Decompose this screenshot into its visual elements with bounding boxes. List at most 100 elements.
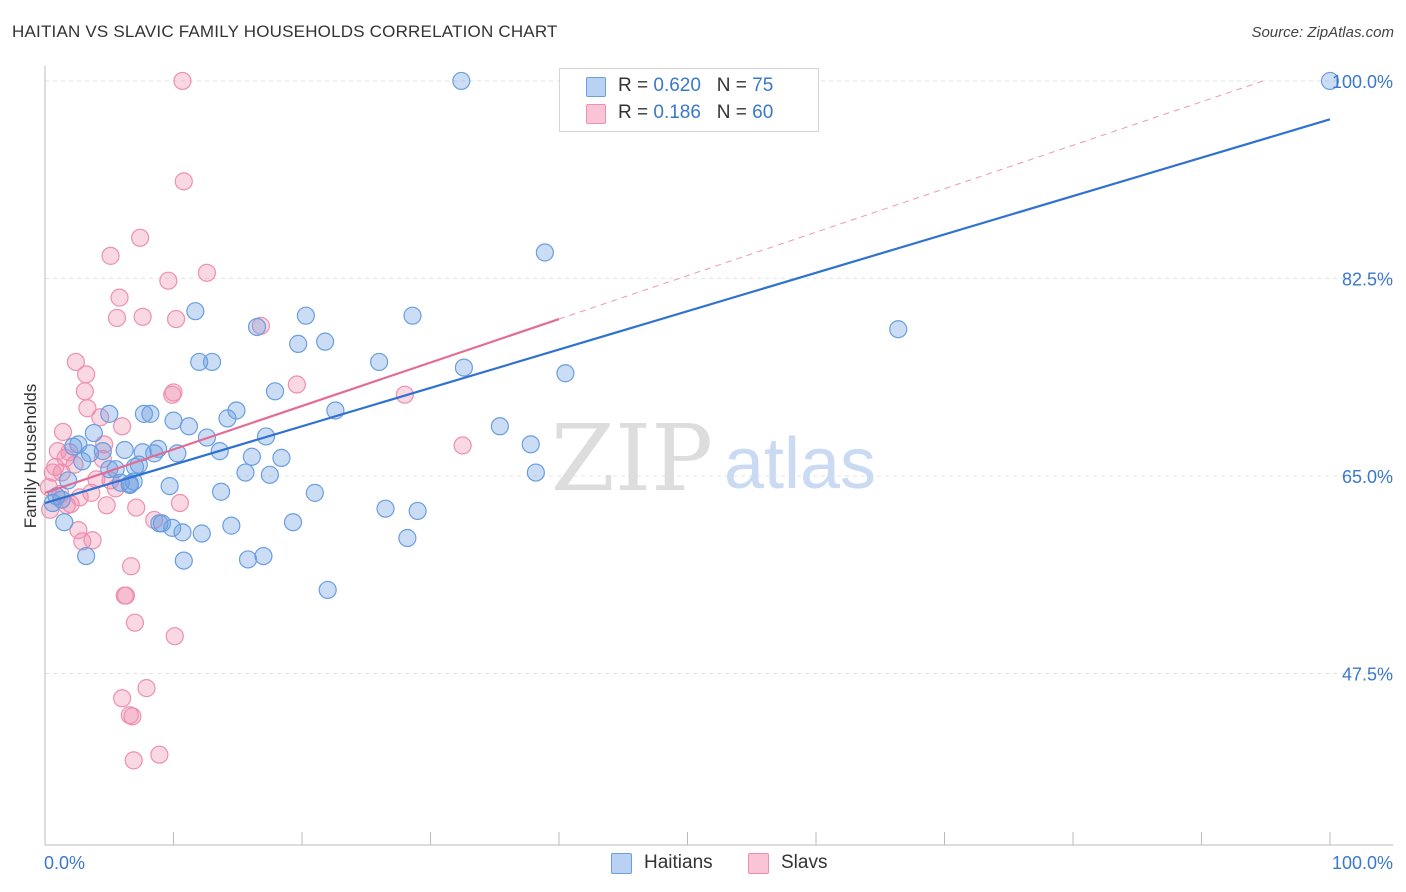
haitians-point-57	[296, 306, 315, 325]
slavs-point-37	[123, 707, 142, 726]
slavs-point-31	[112, 417, 132, 436]
haitians-point-10	[84, 423, 103, 443]
haitians-point-8	[77, 546, 96, 566]
haitians-point-30	[163, 518, 182, 537]
y-tick-label-0: 100.0%	[1332, 72, 1393, 92]
slavs-point-18	[78, 399, 97, 418]
bottom-legend-haitians-label: Haitians	[644, 852, 713, 873]
slavs-point-58	[453, 436, 472, 455]
slavs-point-16	[75, 382, 94, 401]
haitians-point-60	[318, 580, 337, 600]
slavs-point-6	[53, 422, 73, 442]
slavs-point-49	[165, 627, 184, 646]
haitians-point-68	[454, 358, 474, 377]
slavs-point-39	[125, 613, 145, 632]
series-haitians-points	[43, 71, 1340, 600]
haitians-point-46	[236, 463, 255, 482]
slavs-swatch-icon	[586, 104, 606, 124]
haitians-point-50	[254, 546, 273, 566]
bottom-legend-slavs-label: Slavs	[781, 852, 828, 873]
slavs-point-52	[173, 71, 192, 91]
haitians-point-65	[403, 306, 422, 325]
haitians-point-38	[192, 524, 211, 543]
haitians-point-11	[93, 442, 112, 461]
x-tick-label-1: 100.0%	[1332, 853, 1393, 873]
haitians-point-55	[283, 513, 303, 532]
stats-legend: R = 0.620 N = 75 R = 0.186 N = 60	[559, 68, 819, 132]
slavs-point-40	[127, 498, 146, 517]
x-tick-label-0: 0.0%	[44, 853, 85, 873]
y-tick-label-3: 47.5%	[1342, 664, 1393, 684]
haitians-point-58	[305, 483, 324, 502]
haitians-point-36	[186, 302, 205, 321]
slavs-point-56	[287, 375, 306, 394]
haitians-point-47	[238, 550, 258, 569]
y-tick-label-2: 65.0%	[1342, 467, 1393, 487]
series-slavs-points	[39, 71, 472, 770]
slavs-point-20	[83, 531, 102, 550]
haitians-point-73	[556, 364, 575, 383]
haitians-point-48	[242, 447, 261, 466]
haitians-point-16	[115, 440, 134, 460]
haitians-point-56	[289, 334, 308, 353]
haitians-point-45	[227, 401, 246, 420]
slavs-n-value: 60	[752, 102, 774, 123]
haitians-point-52	[260, 465, 279, 484]
slavs-n-label: N =	[716, 102, 753, 123]
haitians-point-69	[490, 417, 509, 436]
haitians-point-59	[316, 332, 335, 351]
haitians-point-66	[408, 501, 427, 521]
slavs-r-label: R =	[618, 102, 654, 123]
haitians-point-24	[141, 404, 160, 423]
slavs-point-41	[130, 228, 150, 247]
haitians-point-70	[521, 435, 540, 454]
watermark: ZIP atlas	[551, 405, 876, 512]
haitians-point-34	[174, 551, 193, 570]
slavs-point-27	[101, 246, 120, 265]
haitians-point-75	[1320, 71, 1340, 91]
trend-lines	[44, 79, 1331, 505]
slavs-point-34	[116, 586, 136, 605]
slavs-point-46	[159, 271, 178, 290]
slavs-point-48	[164, 383, 183, 402]
haitians-point-74	[889, 320, 908, 339]
slavs-point-53	[174, 172, 193, 191]
haitians-point-13	[100, 404, 119, 423]
haitians-point-72	[535, 243, 554, 262]
haitians-point-35	[179, 417, 199, 436]
slavs-point-38	[124, 751, 143, 770]
slavs-trend-line	[44, 318, 560, 494]
haitians-point-37	[190, 352, 209, 372]
axes	[44, 66, 1393, 846]
haitians-point-71	[526, 463, 545, 482]
watermark-zip: ZIP	[551, 405, 713, 512]
slavs-point-42	[133, 307, 152, 326]
slavs-point-17	[77, 365, 96, 384]
haitians-point-44	[222, 516, 241, 535]
slavs-point-30	[110, 288, 129, 307]
haitians-point-67	[452, 71, 471, 91]
slavs-point-51	[170, 493, 190, 513]
slavs-point-54	[197, 263, 217, 282]
haitians-r-label: R =	[618, 75, 654, 96]
slavs-trend-extension	[558, 79, 1266, 320]
haitians-point-28	[152, 514, 172, 533]
gridlines	[45, 80, 1393, 674]
haitians-point-49	[247, 317, 267, 337]
slavs-point-29	[107, 308, 127, 328]
haitians-r-value: 0.620	[653, 75, 701, 96]
haitians-point-63	[376, 499, 395, 518]
slavs-point-25	[97, 496, 116, 515]
slavs-point-45	[150, 745, 169, 764]
haitians-point-40	[202, 352, 222, 372]
haitians-point-53	[265, 382, 285, 401]
slavs-point-13	[69, 521, 88, 540]
slavs-point-36	[121, 557, 141, 576]
slavs-point-43	[137, 679, 156, 698]
haitians-legend-icon	[611, 853, 632, 874]
slavs-r-value: 0.186	[653, 102, 701, 123]
y-axis-label: Family Households	[21, 384, 40, 529]
y-tick-label-1: 82.5%	[1342, 269, 1393, 289]
haitians-trend-line	[44, 118, 1331, 505]
